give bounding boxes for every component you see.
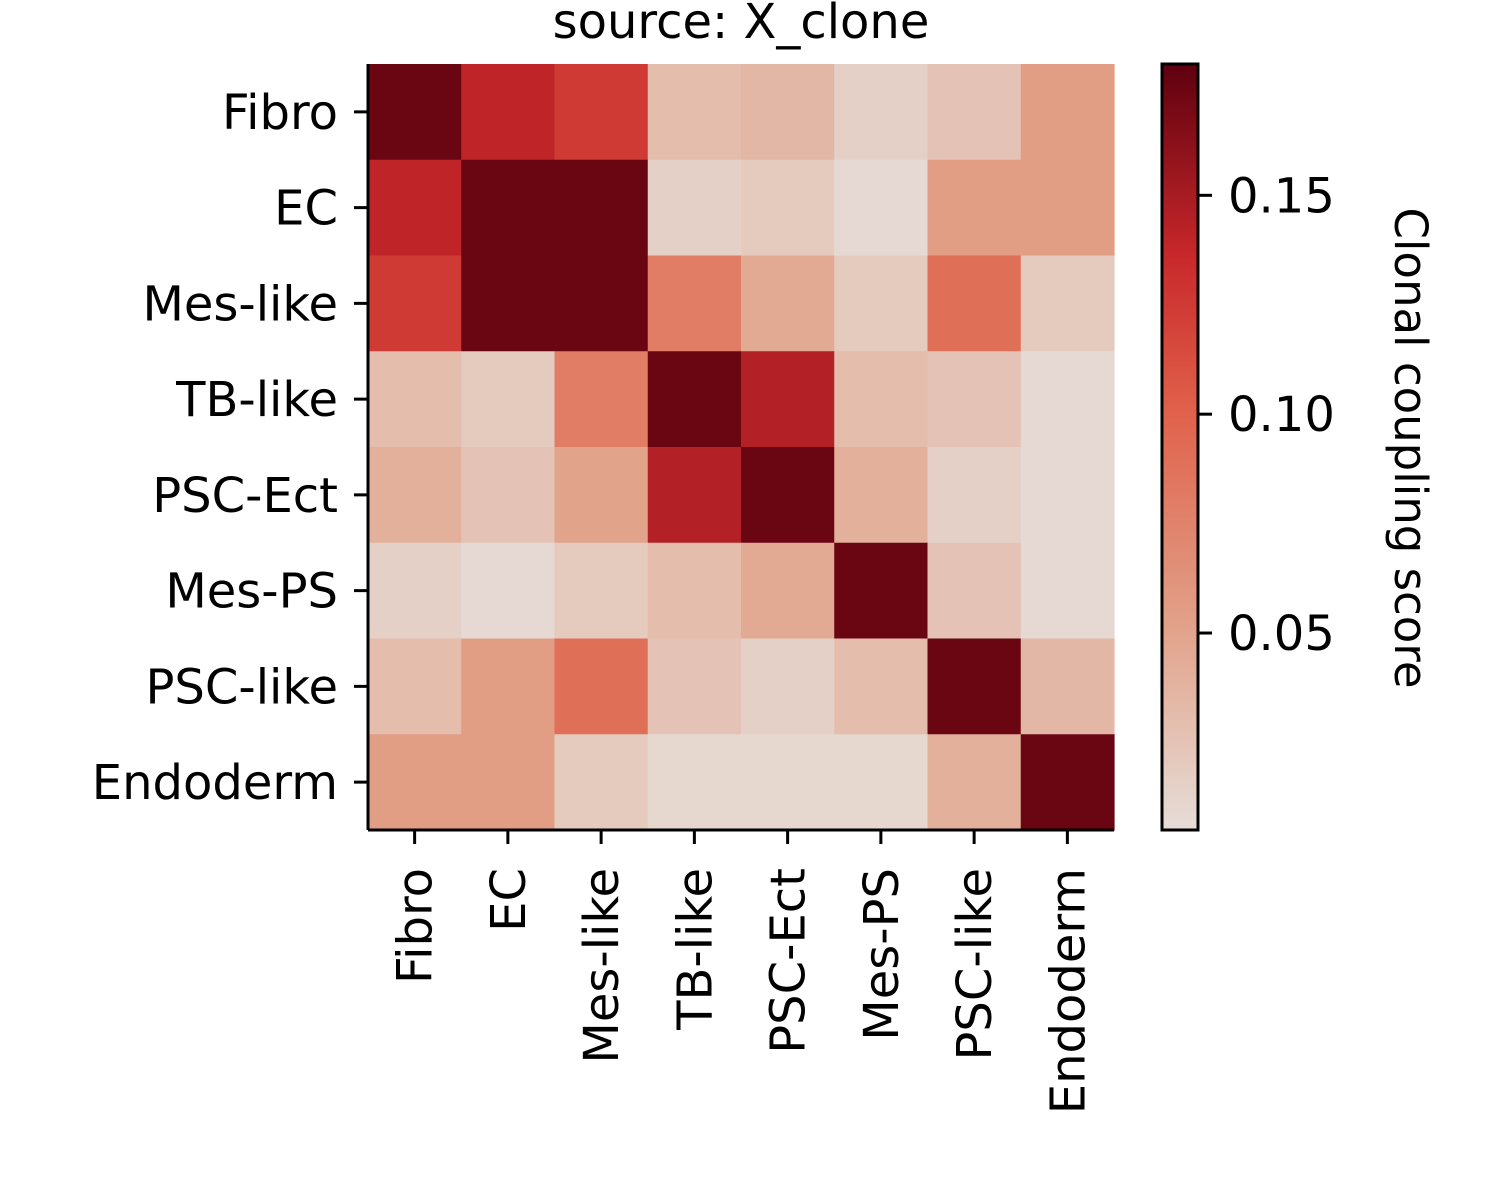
heatmap-cell [1020,351,1115,448]
x-tick-label: Fibro [388,868,444,984]
heatmap-cell [368,638,462,735]
heatmap-cell [834,734,929,831]
heatmap-cell [554,638,649,735]
colorbar-tick-label: 0.15 [1228,168,1335,224]
x-tick-label: Mes-PS [854,868,910,1041]
colorbar-tick-label: 0.05 [1228,606,1335,662]
heatmap-cell [647,255,742,352]
heatmap-cell [927,542,1022,640]
x-tick-label: PSC-Ect [761,868,817,1054]
heatmap-cell [647,734,742,831]
heatmap-cell [368,734,462,831]
heatmap-cell [741,734,835,831]
heatmap-cell [741,447,835,544]
y-tick-label: Endoderm [92,755,338,811]
row-labels: Fibro EC Mes-like TB-like PSC-Ect Mes-PS PSC-l… [92,85,338,811]
heatmap-cell [741,64,835,161]
chart-title: source: X_clone [553,0,930,50]
heatmap-cell [927,64,1022,161]
heatmap-cell [1020,542,1115,640]
heatmap-cell [554,255,649,352]
heatmap-cell [1020,255,1115,352]
heatmap-axes [354,64,1114,844]
colorbar: 0.05 0.10 0.15 [1160,62,1335,832]
heatmap-cell [461,447,556,544]
heatmap-cell [927,638,1022,735]
colorbar-tick-label: 0.10 [1228,387,1335,443]
x-tick-label: Endoderm [1040,868,1096,1114]
y-tick-label: PSC-Ect [152,468,338,524]
heatmap-cell [834,255,929,352]
y-tick-label: Fibro [222,85,338,141]
heatmap-cell [461,64,556,161]
heatmap-cell [834,638,929,735]
colorbar-label: Clonal coupling score [1384,207,1437,688]
heatmap-cell [927,734,1022,831]
heatmap-cell [647,447,742,544]
heatmap-cell [554,447,649,544]
x-tick-label: Mes-like [574,868,630,1064]
y-tick-label: Mes-like [142,276,338,332]
heatmap-cell [368,159,462,257]
heatmap-cell [368,64,462,161]
y-tick-label: TB-like [175,372,338,428]
x-tick-label: PSC-like [947,868,1003,1061]
heatmap-cell [554,542,649,640]
heatmap-cell [461,351,556,448]
heatmap-cell [368,542,462,640]
heatmap-cell [554,64,649,161]
heatmap-cell [461,638,556,735]
heatmap-cell [741,638,835,735]
heatmap-cell [1020,638,1115,735]
heatmap-cells [368,64,1115,831]
heatmap-cell [741,542,835,640]
x-tick-label: TB-like [667,868,723,1031]
heatmap-cell [368,255,462,352]
heatmap-cell [927,255,1022,352]
heatmap-cell [741,159,835,257]
y-tick-label: PSC-like [145,659,338,715]
heatmap-cell [554,734,649,831]
heatmap-cell [741,351,835,448]
heatmap-cell [927,351,1022,448]
heatmap-cell [1020,159,1115,257]
heatmap-cell [1020,447,1115,544]
heatmap-cell [647,351,742,448]
heatmap-cell [368,447,462,544]
colorbar-gradient [1160,62,1200,832]
heatmap-cell [647,64,742,161]
column-labels: Fibro EC Mes-like TB-like PSC-Ect Mes-PS PSC-l… [388,868,1097,1114]
heatmap-cell [647,542,742,640]
y-tick-label: Mes-PS [165,564,338,620]
heatmap-cell [461,542,556,640]
heatmap-cell [927,447,1022,544]
heatmap-cell [554,351,649,448]
heatmap-cell [927,159,1022,257]
heatmap-cell [368,351,462,448]
heatmap-cell [554,159,649,257]
heatmap-cell [461,159,556,257]
heatmap-cell [647,159,742,257]
heatmap-cell [834,64,929,161]
heatmap-cell [834,159,929,257]
heatmap-cell [647,638,742,735]
heatmap-cell [741,255,835,352]
heatmap-cell [461,255,556,352]
heatmap-cell [461,734,556,831]
heatmap-cell [1020,734,1115,831]
y-tick-label: EC [274,181,338,237]
heatmap-cell [834,542,929,640]
heatmap-cell [834,351,929,448]
x-tick-label: EC [481,868,537,932]
heatmap-cell [1020,64,1115,161]
heatmap-cell [834,447,929,544]
